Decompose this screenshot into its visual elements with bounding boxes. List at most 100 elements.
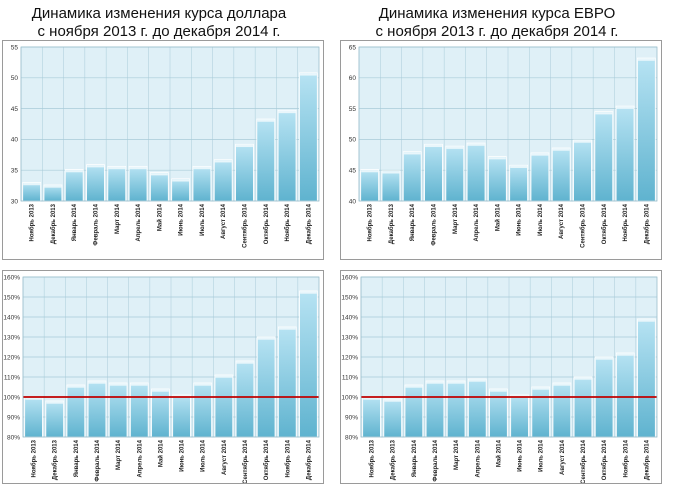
bar [213,159,233,202]
y-tick-label: 90% [7,414,20,421]
y-tick-label: 160% [3,274,20,281]
x-tick-label: Ноябрь 2013 [369,439,376,477]
bar [404,384,424,438]
x-tick-label: Август 2014 [222,439,228,475]
y-tick-label: 50 [349,137,357,144]
x-tick-label: Март 2014 [454,439,460,470]
bar [510,394,529,438]
bar-highlight [299,73,317,76]
bar [192,166,212,202]
y-tick-label: 150% [341,294,358,301]
bar-highlight [447,381,465,384]
bar [299,290,318,438]
x-tick-label: Сентябрь 2014 [580,439,587,483]
bar [86,164,105,202]
bar-highlight [488,157,506,160]
bar-highlight [467,143,485,146]
x-tick-label: Октябрь 2014 [263,203,270,244]
bar-highlight [595,357,613,360]
bar-highlight [278,110,296,114]
bar-highlight [361,170,379,173]
bar-highlight [152,389,169,392]
bar [24,396,43,438]
bar-highlight [215,375,233,378]
bar-highlight [510,165,528,168]
bar [278,326,297,438]
bar-highlight [490,389,507,392]
x-tick-label: Март 2014 [115,203,121,234]
usd-chart-title: Динамика изменения курса доллара с ноябр… [0,5,318,41]
bar [172,394,191,438]
bar-highlight [531,153,549,156]
y-tick-label: 65 [349,44,357,51]
x-tick-label: Июнь 2014 [517,203,523,235]
x-tick-label: Октябрь 2014 [601,203,608,244]
bar-highlight [638,319,655,322]
x-tick-label: Май 2014 [494,203,501,231]
y-tick-label: 60 [349,75,357,82]
bar-highlight [446,146,464,149]
plot-border [22,276,320,438]
x-tick-label: Январь 2014 [74,439,80,477]
x-tick-label: Июль 2014 [539,439,545,471]
eur-title-line1: Динамика изменения курса ЕВРО [378,5,616,22]
y-tick-label: 130% [3,334,20,341]
eur-title-line2: с ноября 2013 г. до декабря 2014 г. [375,23,619,40]
bar-highlight [214,160,232,163]
usd-title-line1: Динамика изменения курса доллара [31,5,287,22]
x-tick-label: Декабрь 2013 [390,439,397,480]
bar-highlight [236,144,253,148]
bar-highlight [150,173,168,176]
bar-highlight [44,185,62,188]
bar [637,318,656,438]
bar [128,166,148,202]
y-tick-label: 120% [341,354,358,361]
x-tick-label: Декабрь 2014 [643,203,650,244]
bar [509,164,528,202]
y-tick-label: 110% [4,374,20,381]
bar [573,139,592,202]
bar [66,384,86,438]
x-tick-label: Август 2014 [560,439,566,475]
bar [64,169,84,202]
x-tick-label: Декабрь 2014 [305,439,312,480]
x-tick-label: Февраль 2014 [95,439,101,481]
bar [445,145,465,202]
x-tick-label: Июнь 2014 [180,439,186,471]
x-tick-label: Ноябрь 2013 [367,203,374,241]
bar-highlight [574,377,592,380]
bar [637,57,656,202]
x-tick-label: Июнь 2014 [518,439,524,471]
bar [107,166,127,202]
x-tick-label: Июнь 2014 [179,203,185,235]
bar [45,400,64,438]
x-tick-label: Май 2014 [157,439,164,467]
x-tick-label: Декабрь 2014 [643,439,650,480]
x-tick-label: Июль 2014 [200,203,206,235]
bar [466,142,486,202]
bar-highlight [193,167,211,170]
bar-highlight [468,379,486,382]
bar [468,378,487,438]
y-tick-label: 50 [11,75,19,82]
x-tick-label: Март 2014 [453,203,459,234]
bar [87,380,107,438]
bar-highlight [109,383,127,386]
bar [277,110,297,202]
bar [402,151,422,202]
x-tick-label: Декабрь 2014 [305,203,312,244]
bar-highlight [405,385,423,388]
bar-highlight [595,112,613,115]
bar-highlight [363,397,380,400]
x-tick-label: Ноябрь 2013 [31,439,38,477]
bar [531,386,550,438]
bar [425,380,445,438]
y-tick-label: 80% [345,434,358,441]
bar-highlight [532,387,550,390]
bar-highlight [382,171,400,174]
bar-highlight [67,385,85,388]
eur-percent-chart: 80% 90% 100% 110% 120% 130% 140% 150% 160% Ноябрь… [340,270,662,484]
x-tick-label: Декабрь 2013 [50,203,57,244]
y-tick-label: 55 [349,106,357,113]
x-tick-label: Ноябрь 2014 [284,203,291,241]
